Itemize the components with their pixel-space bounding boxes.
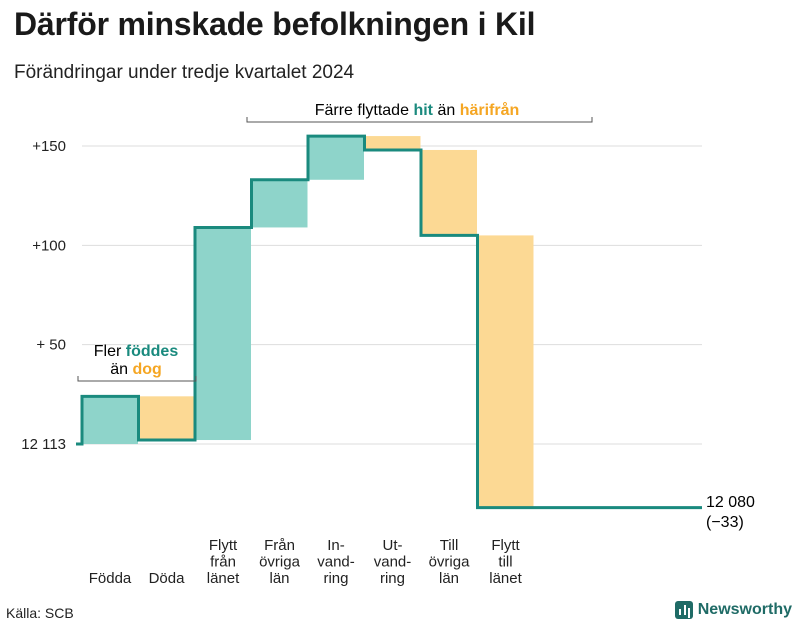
x-axis-label: Flytt till länet — [489, 537, 522, 587]
bar-ut-vand-ring — [364, 136, 421, 150]
bar-chart-icon — [674, 601, 693, 619]
annotation-left: Fler föddes än dog — [77, 343, 197, 382]
bars — [82, 136, 534, 508]
x-axis-label: Från övriga län — [259, 537, 301, 587]
end-change-label: (−33) — [706, 514, 744, 531]
x-axis-label: Flytt från länet — [207, 537, 240, 587]
chart-subtitle: Förändringar under tredje kvartalet 2024 — [14, 62, 355, 83]
end-value-label: 12 080 — [706, 494, 755, 511]
y-tick-label: +150 — [32, 138, 66, 155]
y-tick-label: + 50 — [36, 337, 66, 354]
bar-döda — [138, 396, 195, 441]
x-axis-label: Till övriga län — [429, 537, 471, 587]
brand-name: Newsworthy — [697, 601, 792, 618]
x-axis-labels: Födda Döda Flytt från länet Från övriga län In-v… — [89, 537, 523, 587]
annotation-top: Färre flyttade hit än härifrån — [246, 101, 593, 123]
cumulative-step-line — [76, 134, 702, 510]
y-axis-ticks: +150 +100 + 50 12 113 — [21, 138, 66, 453]
end-label: 12 080 (−33) — [706, 494, 755, 531]
bar-in-vand-ring — [308, 136, 364, 180]
x-axis-label: In-vand-ring — [317, 537, 355, 587]
bar-från-övriga-län — [251, 179, 308, 228]
annotation-top-bracket — [246, 117, 593, 123]
x-axis-label: Ut-vand-ring — [374, 537, 412, 587]
step-line — [76, 134, 702, 510]
source-note: Källa: SCB — [6, 605, 74, 621]
x-axis-label: Födda — [89, 570, 132, 587]
bar-flytt-från-länet — [195, 227, 251, 441]
annotation-left-bracket — [77, 376, 197, 382]
annotation-left-line2: än dog — [110, 361, 162, 378]
x-axis-label: Döda — [149, 570, 186, 587]
brand-logo: Newsworthy — [674, 601, 792, 619]
chart-title: Därför minskade befolkningen i Kil — [14, 6, 536, 42]
annotation-left-line1: Fler föddes — [94, 343, 179, 360]
bar-till-övriga-län — [421, 149, 477, 236]
y-tick-label: +100 — [32, 237, 66, 254]
annotation-top-text: Färre flyttade hit än härifrån — [315, 101, 520, 119]
y-tick-label: 12 113 — [21, 436, 66, 453]
bar-födda — [82, 396, 138, 444]
bar-flytt-till-länet — [477, 235, 534, 508]
